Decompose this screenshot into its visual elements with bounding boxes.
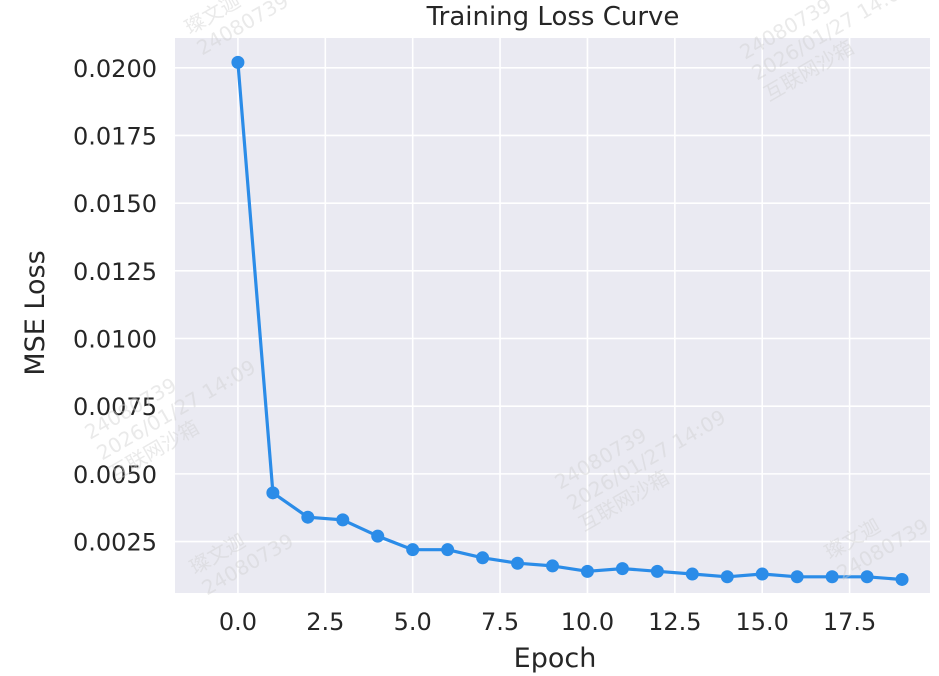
- chart-title: Training Loss Curve: [426, 2, 680, 32]
- x-tick-label: 15.0: [736, 608, 789, 636]
- tick-labels: 0.0 2.5 5.0 7.5 10.0 12.5 15.0 17.5 0.0025 0.0050…: [73, 55, 876, 636]
- series-layer: [231, 55, 909, 586]
- y-tick-label: 0.0175: [73, 122, 157, 150]
- x-tick-label: 7.5: [481, 608, 519, 636]
- y-tick-label: 0.0050: [73, 461, 157, 489]
- loss-point: [441, 543, 455, 557]
- loss-point: [580, 564, 594, 578]
- y-tick-label: 0.0150: [73, 190, 157, 218]
- loss-point: [476, 551, 490, 565]
- x-tick-label: 0.0: [219, 608, 257, 636]
- loss-point: [615, 562, 629, 576]
- loss-point: [825, 570, 839, 584]
- loss-point: [685, 567, 699, 581]
- loss-point: [895, 572, 909, 586]
- y-tick-label: 0.0075: [73, 393, 157, 421]
- y-axis-label: MSE Loss: [20, 250, 51, 375]
- x-axis-label: Epoch: [514, 643, 597, 674]
- x-tick-label: 5.0: [394, 608, 432, 636]
- x-tick-label: 2.5: [306, 608, 344, 636]
- loss-point: [546, 559, 559, 573]
- loss-point: [511, 556, 525, 570]
- y-tick-label: 0.0125: [73, 258, 157, 286]
- y-tick-label: 0.0200: [73, 55, 157, 83]
- loss-point: [650, 564, 664, 578]
- y-tick-label: 0.0025: [73, 529, 157, 557]
- loss-point: [790, 570, 804, 584]
- loss-point: [371, 529, 385, 543]
- loss-point: [860, 570, 874, 584]
- x-tick-label: 12.5: [648, 608, 701, 636]
- loss-point: [301, 510, 315, 524]
- x-tick-label: 10.0: [561, 608, 614, 636]
- loss-point: [406, 543, 420, 557]
- plot-background: [175, 38, 930, 593]
- y-tick-label: 0.0100: [73, 326, 157, 354]
- loss-point: [266, 486, 280, 500]
- x-tick-label: 17.5: [823, 608, 876, 636]
- loss-point: [720, 570, 734, 584]
- loss-point: [755, 567, 769, 581]
- loss-point: [336, 513, 350, 527]
- loss-point: [231, 55, 245, 69]
- grid: [175, 38, 930, 593]
